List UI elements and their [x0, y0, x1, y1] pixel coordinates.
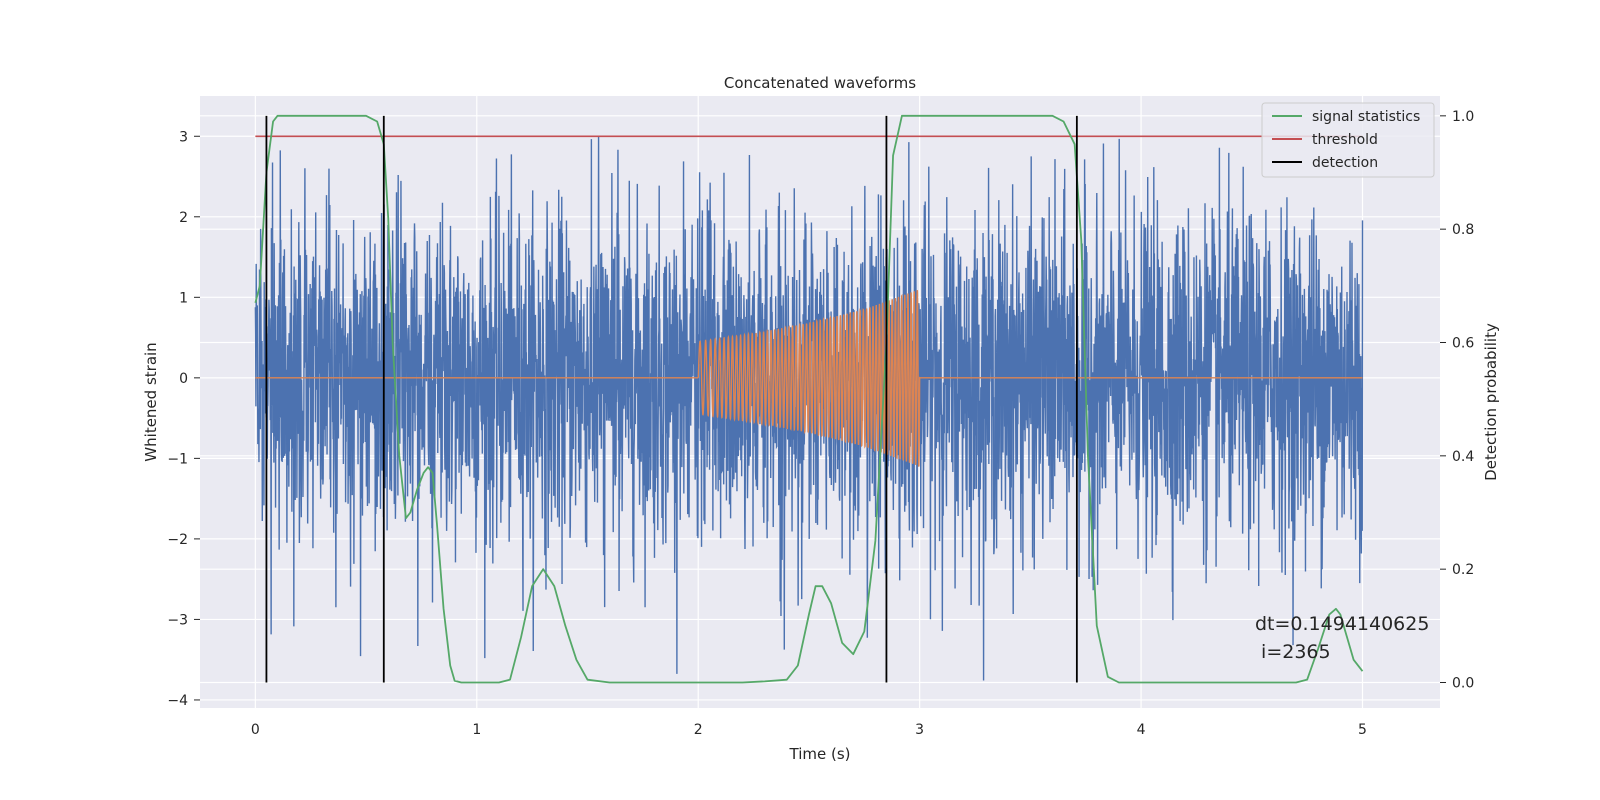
y2-tick-label: 0.4 — [1452, 449, 1474, 465]
noise-series-line — [254, 136, 1364, 681]
annotation-index: i=2365 — [1255, 641, 1331, 663]
y2-axis-title: Detection probability — [1482, 323, 1500, 481]
y-tick-label: −2 — [167, 532, 188, 548]
y-tick-label: 3 — [179, 129, 188, 145]
x-tick-label: 5 — [1358, 722, 1367, 738]
x-tick-label: 0 — [251, 722, 260, 738]
y-axis-title: Whitened strain — [142, 342, 160, 461]
legend-label-threshold: threshold — [1312, 132, 1378, 148]
chirp-series-line — [255, 289, 1363, 467]
y-tick-label: −4 — [167, 693, 188, 709]
y-tick-label: −1 — [167, 451, 188, 467]
y-tick-label: 1 — [179, 290, 188, 306]
x-axis-title: Time (s) — [789, 745, 851, 763]
legend-box — [1261, 102, 1435, 178]
y-tick-label: 0 — [179, 371, 188, 387]
y2-tick-label: 1.0 — [1452, 109, 1474, 125]
chart-title: Concatenated waveforms — [724, 74, 916, 92]
y2-tick-label: 0.0 — [1452, 676, 1474, 692]
x-tick-label: 2 — [694, 722, 703, 738]
annotation-dt: dt=0.1494140625 — [1255, 613, 1429, 635]
signal-statistics-line — [254, 114, 1364, 684]
legend-label-detection: detection — [1312, 155, 1378, 171]
y-tick-label: −3 — [167, 612, 188, 628]
legend-label-signal-statistics: signal statistics — [1312, 109, 1420, 125]
y2-tick-label: 0.8 — [1452, 222, 1474, 238]
x-tick-label: 1 — [472, 722, 481, 738]
annotation: dt=0.1494140625 i=2365 — [1255, 613, 1429, 663]
y2-tick-label: 0.6 — [1452, 336, 1474, 352]
x-tick-label: 4 — [1137, 722, 1146, 738]
tick-layer: 0 1 2 3 4 5 −4 −3 −2 −1 0 1 2 3 0.0 0.2 0.4 0.6 0.8 1.0 — [167, 109, 1474, 738]
series-layer — [254, 114, 1364, 684]
y-tick-label: 2 — [179, 210, 188, 226]
legend: signal statistics threshold detection — [1261, 102, 1435, 178]
y2-tick-label: 0.2 — [1452, 562, 1474, 578]
x-tick-label: 3 — [915, 722, 924, 738]
